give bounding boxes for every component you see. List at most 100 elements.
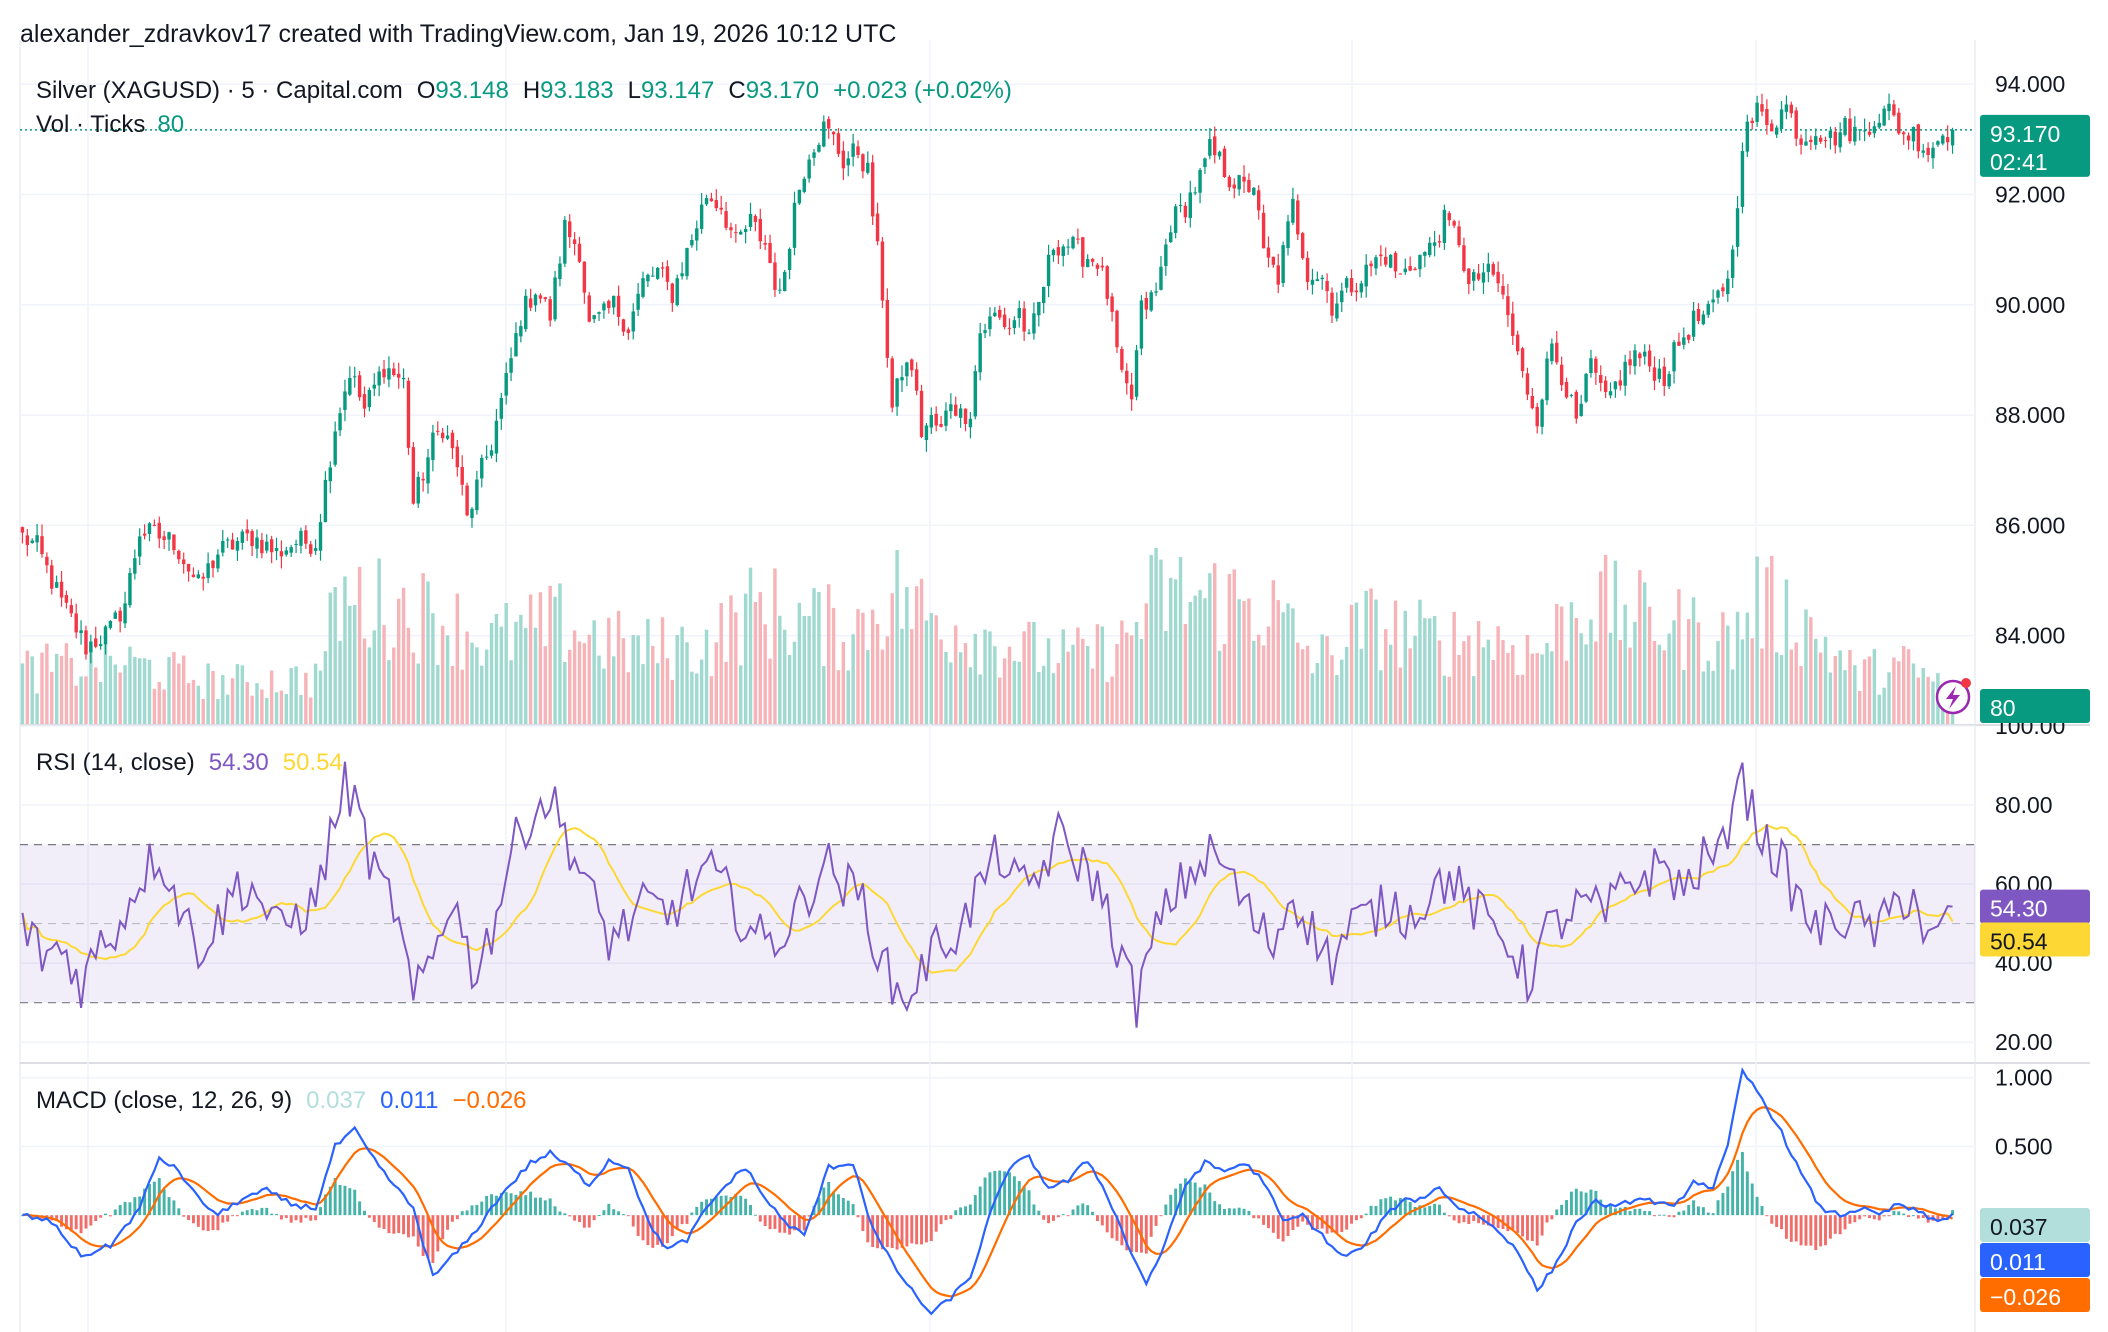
volume-bar <box>1247 598 1251 724</box>
volume-bar <box>1066 651 1070 724</box>
macd-histogram-bar <box>1604 1204 1608 1216</box>
candle <box>1442 204 1447 250</box>
volume-bar <box>983 629 987 724</box>
volume-bar <box>1823 636 1828 724</box>
macd-histogram-bar <box>563 1213 567 1216</box>
volume-bar <box>1379 670 1383 724</box>
candlestick-series[interactable] <box>20 93 1955 664</box>
volume-bar <box>577 641 582 724</box>
macd-histogram-bar <box>807 1215 811 1217</box>
macd-label: MACD (close, 12, 26, 9) <box>36 1087 292 1114</box>
macd-histogram-bar <box>1354 1215 1358 1221</box>
macd-histogram-bar <box>1267 1215 1270 1229</box>
candle <box>998 305 1002 321</box>
macd-histogram-bar <box>172 1200 176 1216</box>
volume-bar <box>40 652 44 724</box>
candle <box>914 362 919 396</box>
candle <box>1281 241 1285 287</box>
rsi-legend: RSI (14, close) 54.30 50.54 <box>36 749 343 776</box>
macd-histogram-bar <box>709 1198 713 1216</box>
volume-bar <box>572 630 577 724</box>
volume-bar <box>74 685 78 724</box>
macd-histogram-bar <box>1110 1215 1114 1239</box>
candle <box>1745 114 1750 158</box>
macd-histogram-bar <box>788 1215 792 1235</box>
volume-bar <box>597 655 601 724</box>
volume-bar <box>568 649 572 724</box>
volume-bar <box>1252 640 1256 724</box>
volume-bar <box>631 635 635 724</box>
volume-bar <box>1579 633 1583 724</box>
macd-histogram-bar <box>1794 1215 1798 1242</box>
candle <box>1315 271 1320 282</box>
macd-histogram-bar <box>279 1215 283 1220</box>
candle <box>1755 95 1759 127</box>
volume-bar <box>1643 582 1647 724</box>
macd-histogram-bar <box>1677 1211 1681 1216</box>
volume-bar <box>1696 622 1701 724</box>
rsi-ma-badge-bg <box>1980 922 2090 957</box>
volume-bar <box>822 666 826 724</box>
macd-histogram-bar <box>60 1215 63 1227</box>
macd-histogram-bar <box>196 1215 200 1227</box>
macd-histogram-bar <box>895 1215 899 1250</box>
volume-bar <box>719 603 723 724</box>
macd-histogram-bar <box>1648 1211 1652 1216</box>
macd-histogram-bar <box>964 1206 967 1216</box>
candle <box>519 320 523 343</box>
volume-bar <box>812 588 816 724</box>
candle <box>607 299 611 314</box>
candle <box>626 327 631 340</box>
macd-histogram-bar <box>1345 1215 1349 1230</box>
volume-bar <box>1691 597 1696 724</box>
macd-histogram-bar <box>1916 1215 1920 1219</box>
volume-bar <box>406 627 411 724</box>
volume-bar <box>1545 643 1549 724</box>
volume-bar <box>1828 672 1833 724</box>
macd-histogram-bar <box>201 1215 205 1231</box>
candle <box>1022 301 1026 341</box>
volume-bar <box>1213 563 1217 724</box>
macd-histogram-bar <box>1687 1205 1691 1216</box>
macd-histogram-bar <box>182 1215 186 1217</box>
candle <box>968 412 973 439</box>
candle <box>1779 101 1784 133</box>
macd-histogram-bar <box>1056 1215 1060 1218</box>
candle <box>504 362 508 405</box>
candle <box>450 429 455 459</box>
candle <box>1051 248 1056 262</box>
candle <box>1853 116 1857 146</box>
candle <box>103 624 108 655</box>
candle <box>1594 356 1598 385</box>
volume-bar <box>553 596 557 724</box>
macd-histogram-bar <box>1775 1215 1779 1227</box>
volume-bar <box>1628 647 1632 724</box>
candle <box>357 370 362 401</box>
macd-histogram-bar <box>665 1215 669 1244</box>
candle <box>1418 254 1422 278</box>
volume-bar <box>382 625 386 724</box>
macd-histogram-bar <box>475 1204 479 1216</box>
macd-histogram-bar <box>1941 1215 1945 1220</box>
volume-bar <box>1887 672 1891 724</box>
candle <box>1403 258 1407 275</box>
candle <box>1906 132 1911 150</box>
volume-bar <box>763 624 767 724</box>
candle <box>895 377 899 416</box>
candle <box>1359 280 1364 298</box>
macd-histogram-bar <box>602 1210 606 1216</box>
macd-histogram-bar <box>69 1215 73 1232</box>
volume-bar <box>1599 571 1603 724</box>
candle <box>1159 256 1163 291</box>
candle <box>1164 238 1168 276</box>
candle <box>1545 351 1549 406</box>
volume-label: Vol · Ticks <box>36 111 145 138</box>
macd-histogram-bar <box>1066 1215 1070 1217</box>
volume-bar <box>890 593 894 724</box>
macd-histogram-bar <box>275 1214 278 1216</box>
macd-histogram-bar <box>582 1215 586 1228</box>
macd-histogram-bar <box>1247 1210 1251 1216</box>
volume-bar <box>792 641 797 724</box>
volume-bar <box>240 665 245 724</box>
